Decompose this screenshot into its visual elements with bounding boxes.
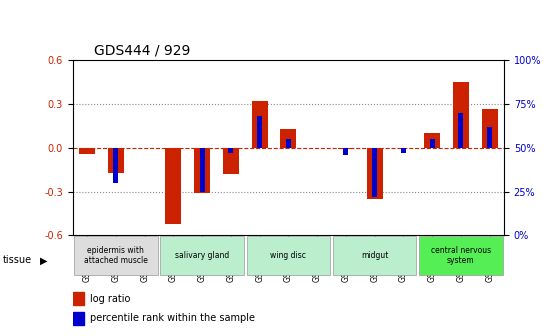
Bar (453, 82, 469, 148)
Bar (79, 148, 95, 154)
Bar (338, 148, 354, 149)
FancyBboxPatch shape (333, 236, 416, 275)
Bar (73, 292, 83, 305)
Text: epidermis with
attached muscle: epidermis with attached muscle (84, 246, 148, 265)
Bar (281, 129, 296, 148)
Text: GDS444 / 929: GDS444 / 929 (94, 44, 191, 58)
Bar (487, 127, 492, 148)
Bar (223, 148, 239, 174)
Bar (430, 139, 435, 148)
Bar (165, 148, 181, 223)
FancyBboxPatch shape (247, 236, 330, 275)
FancyBboxPatch shape (74, 236, 157, 275)
Bar (424, 133, 440, 148)
Text: ▶: ▶ (40, 255, 48, 265)
Text: tissue: tissue (3, 255, 32, 265)
FancyBboxPatch shape (161, 236, 244, 275)
Bar (257, 116, 262, 148)
Text: wing disc: wing disc (270, 251, 306, 260)
FancyBboxPatch shape (419, 236, 502, 275)
Bar (73, 312, 83, 325)
Bar (343, 148, 348, 155)
Bar (372, 148, 377, 197)
Bar (482, 109, 498, 148)
Bar (228, 148, 234, 153)
Text: log ratio: log ratio (90, 294, 130, 304)
Bar (459, 113, 463, 148)
Bar (286, 139, 291, 148)
Text: central nervous
system: central nervous system (431, 246, 491, 265)
Bar (108, 148, 124, 173)
Bar (367, 148, 382, 199)
Text: midgut: midgut (361, 251, 388, 260)
Bar (200, 148, 204, 192)
Bar (251, 101, 268, 148)
Text: percentile rank within the sample: percentile rank within the sample (90, 313, 255, 323)
Bar (114, 148, 118, 183)
Text: salivary gland: salivary gland (175, 251, 229, 260)
Bar (194, 148, 210, 193)
Bar (401, 148, 406, 153)
